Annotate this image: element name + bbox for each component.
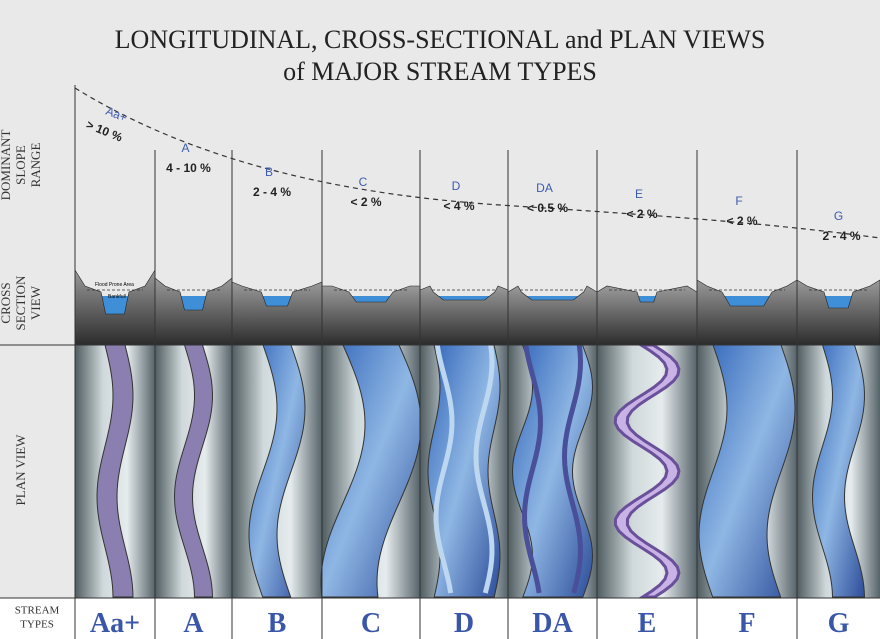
row-label: VIEW (28, 285, 43, 320)
flood-label: Flood Prone Area (95, 282, 134, 288)
stream-type: D (454, 608, 474, 639)
slope-range: < 4 % (443, 199, 474, 213)
stream-type: G (828, 608, 850, 639)
row-label: SECTION (13, 275, 28, 331)
slope-range: < 2 % (350, 195, 381, 209)
row-label: DOMINANT (0, 130, 13, 201)
title: LONGITUDINAL, CROSS-SECTIONAL and PLAN V… (115, 25, 766, 54)
stream-type: B (268, 608, 287, 639)
plan-panel (597, 345, 697, 598)
slope-type: B (265, 165, 273, 179)
slope-range: < 2 % (626, 207, 657, 221)
stream-type: DA (532, 608, 573, 639)
slope-range: < 2 % (726, 214, 757, 228)
slope-type: C (359, 175, 368, 189)
diagram: LONGITUDINAL, CROSS-SECTIONAL and PLAN V… (0, 0, 880, 639)
row-label: PLAN VIEW (13, 434, 28, 506)
row-label: CROSS (0, 282, 13, 323)
stream-type: Aa+ (90, 608, 140, 639)
row-label: RANGE (28, 143, 43, 188)
stream-type: F (738, 608, 755, 639)
slope-type: DA (536, 181, 553, 195)
slope-type: D (452, 179, 461, 193)
row-label: TYPES (20, 619, 54, 631)
stream-type: C (361, 608, 381, 639)
slope-range: 4 - 10 % (166, 161, 211, 175)
stream-type: E (638, 608, 657, 639)
slope-type: A (181, 141, 189, 155)
slope-range: < 0.5 % (527, 201, 568, 215)
stream-type: A (183, 608, 204, 639)
bankfull-label: Bankfull (108, 294, 126, 300)
slope-type: F (735, 194, 742, 208)
slope-type: G (834, 209, 843, 223)
slope-type: E (635, 187, 643, 201)
row-label: STREAM (15, 605, 60, 617)
slope-range: 2 - 4 % (253, 185, 291, 199)
title: of MAJOR STREAM TYPES (283, 57, 597, 86)
row-label: SLOPE (13, 145, 28, 185)
slope-range: 2 - 4 % (822, 229, 860, 243)
